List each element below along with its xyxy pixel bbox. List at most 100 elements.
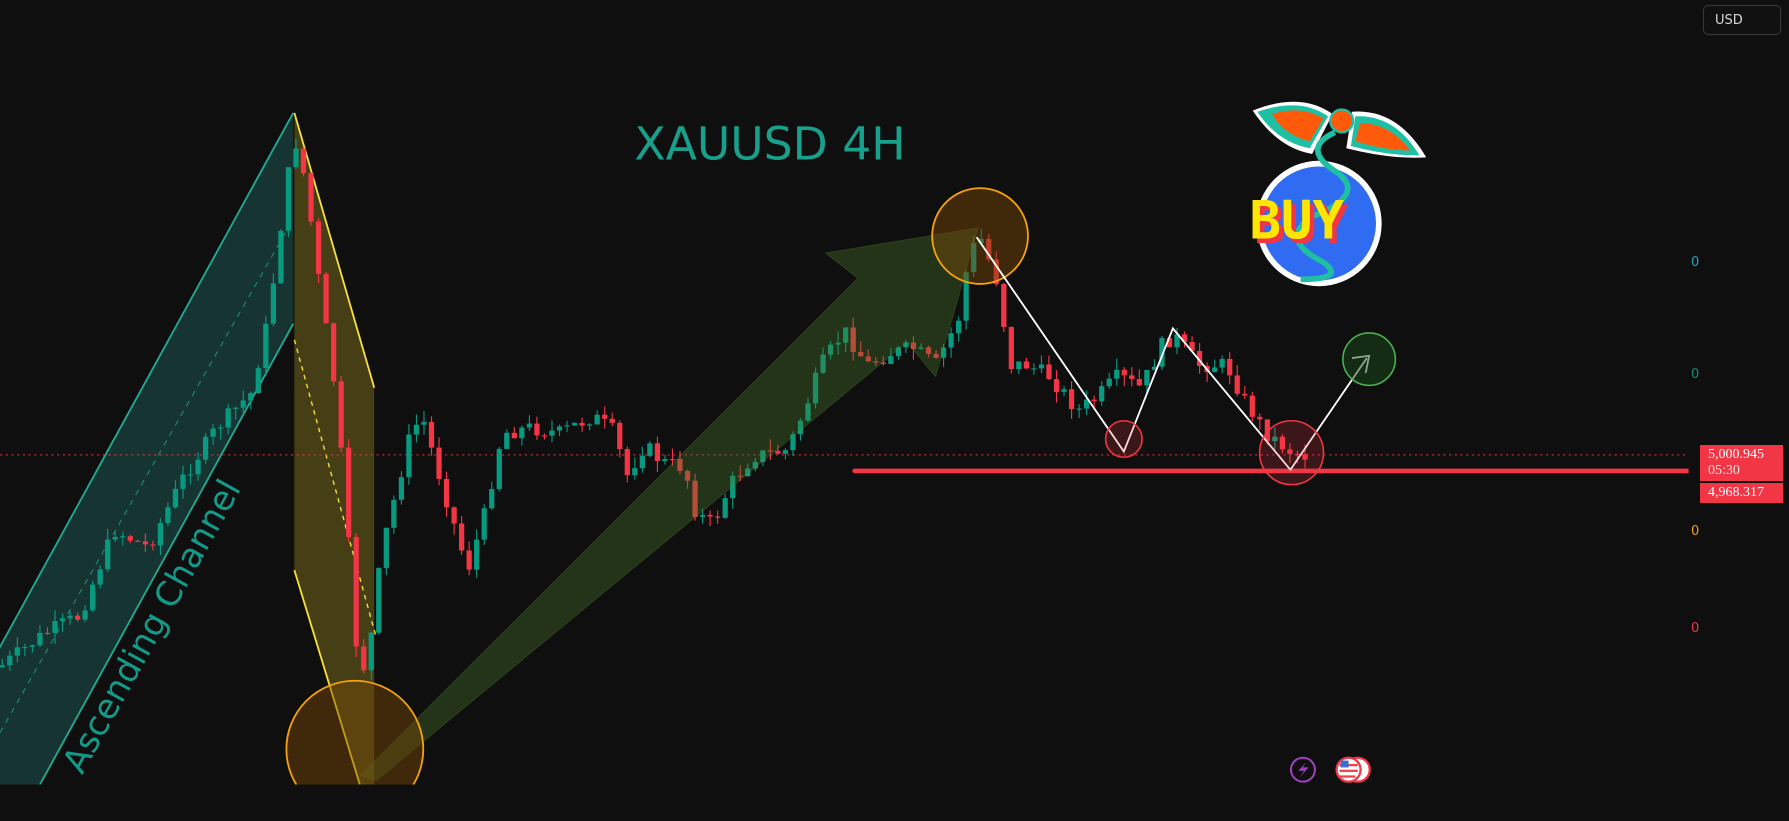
low-circle[interactable] [285,679,425,818]
candle-body [368,632,374,671]
candle-body [1023,361,1030,369]
big-up-arrow[interactable] [359,227,979,781]
candle-body [820,354,826,373]
candle-body [1091,399,1097,402]
candle-body [526,423,533,428]
candle-body [888,356,894,364]
candle-body [925,347,932,354]
candle-body [37,632,43,646]
candle-body [1212,367,1218,373]
lightning-event-icon[interactable] [1289,756,1316,783]
candle-body [270,283,276,324]
axis-label-teal: 0 [1691,367,1700,382]
candle-body [489,489,495,509]
candle-body [1181,334,1188,342]
candle-body [1287,449,1293,454]
candle-body [120,536,126,538]
candle-body [1008,327,1014,369]
candle-body [7,655,13,666]
candle-body [978,238,984,244]
candle-body [1174,334,1180,348]
high-circle[interactable] [931,187,1029,285]
candle-body [541,435,548,437]
candle-body [308,173,314,222]
candle-body [571,422,578,426]
candle-body [504,432,510,449]
candle-body [587,424,593,426]
candle-body [22,646,28,649]
candle-body [172,488,179,508]
candle-body [986,238,992,260]
candle-body [1151,366,1158,370]
candle-body [1031,368,1037,370]
axis-label-cyan: 0 [1691,255,1700,270]
candle-body [835,342,841,345]
candle-body [0,665,5,668]
fib-upper-line[interactable] [293,112,376,388]
bar-countdown: 05:30 [1708,463,1740,478]
candle-body [157,523,164,546]
candle-body [1279,436,1286,450]
candle-body [1001,284,1007,328]
us-flag-icon[interactable] [1335,756,1371,783]
red-circle-left[interactable] [1104,419,1143,459]
candle-body [955,320,962,334]
candle-body [413,424,420,435]
candle-body [639,455,645,469]
candle-body [180,474,186,489]
candle-body [790,434,796,451]
candle-body [82,610,88,620]
candle-body [202,436,209,460]
candle-body [1166,338,1173,348]
candle-body [1114,369,1120,379]
candle-body [556,426,563,431]
buy-logo: BUY [1249,101,1427,287]
candle-body [361,646,367,671]
candle-body [1227,358,1233,376]
candle-body [383,527,389,569]
candle-body [1084,399,1090,409]
candle-body [323,273,329,324]
candle-body [722,498,728,518]
axis-label-orange: 0 [1691,524,1700,539]
candle-body [850,327,856,352]
candle-body [315,221,322,274]
candle-body [1053,379,1060,392]
candle-body [579,422,585,426]
candle-body [150,544,156,546]
candle-body [52,620,58,633]
candle-body [187,474,194,476]
candle-body [1159,338,1165,367]
candle-body [496,448,502,490]
candle-body [519,427,525,439]
candle-body [677,459,683,472]
candle-body [1294,453,1301,456]
red-circle-right[interactable] [1258,419,1325,486]
chart-title: XAUUSD 4H [634,118,905,171]
candle-body [730,475,736,499]
candle-body [903,342,909,348]
fib-lower-line[interactable] [293,569,361,787]
green-target-circle[interactable] [1342,332,1397,387]
currency-button[interactable]: USD [1703,5,1781,35]
candle-body [564,425,570,427]
current-price: 5,000.945 [1708,447,1764,462]
candle-body [775,450,781,454]
candle-body [1302,454,1308,460]
candle-body [1106,378,1112,387]
candle-body [474,539,480,570]
candle-body [1264,419,1270,442]
current-price-label: 5,000.945 05:30 [1700,445,1783,481]
candle-body [443,478,450,508]
channel-upper-line[interactable] [0,112,295,709]
candle-body [880,362,886,364]
candle-body [715,516,721,518]
candle-body [827,344,834,355]
candle-body [895,347,902,357]
candle-body [963,272,969,321]
candle-body [617,422,623,450]
candle-body [632,468,638,476]
candle-body [1144,369,1150,386]
candle-body [971,243,977,273]
